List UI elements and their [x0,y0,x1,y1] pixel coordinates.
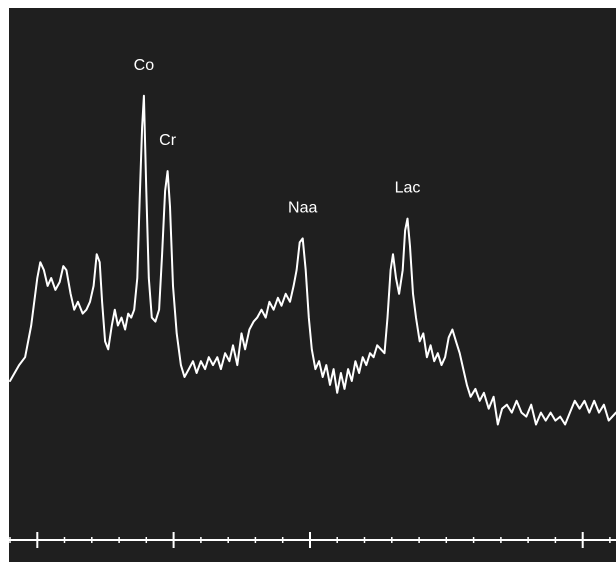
peak-label-naa: Naa [288,199,317,216]
spectrum-layer [9,94,616,426]
peak-label-co: Co [134,57,155,74]
x-axis [9,532,616,548]
spectrum-line-0 [9,94,616,426]
spectrum-chart: Co Cr Naa Lac [9,57,616,548]
peak-label-cr: Cr [159,132,177,149]
spectrum-panel: Co Cr Naa Lac [9,8,616,562]
peak-label-layer: Co Cr Naa Lac [134,57,421,217]
peak-label-lac: Lac [395,180,421,197]
